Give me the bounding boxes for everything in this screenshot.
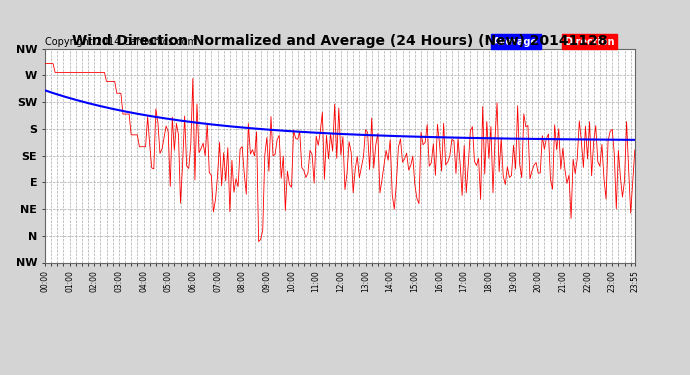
Text: Direction: Direction xyxy=(564,37,615,46)
Text: Copyright 2014 Cartronics.com: Copyright 2014 Cartronics.com xyxy=(45,37,197,46)
Text: Average: Average xyxy=(493,37,538,46)
Title: Wind Direction Normalized and Average (24 Hours) (New) 20141128: Wind Direction Normalized and Average (2… xyxy=(72,34,608,48)
